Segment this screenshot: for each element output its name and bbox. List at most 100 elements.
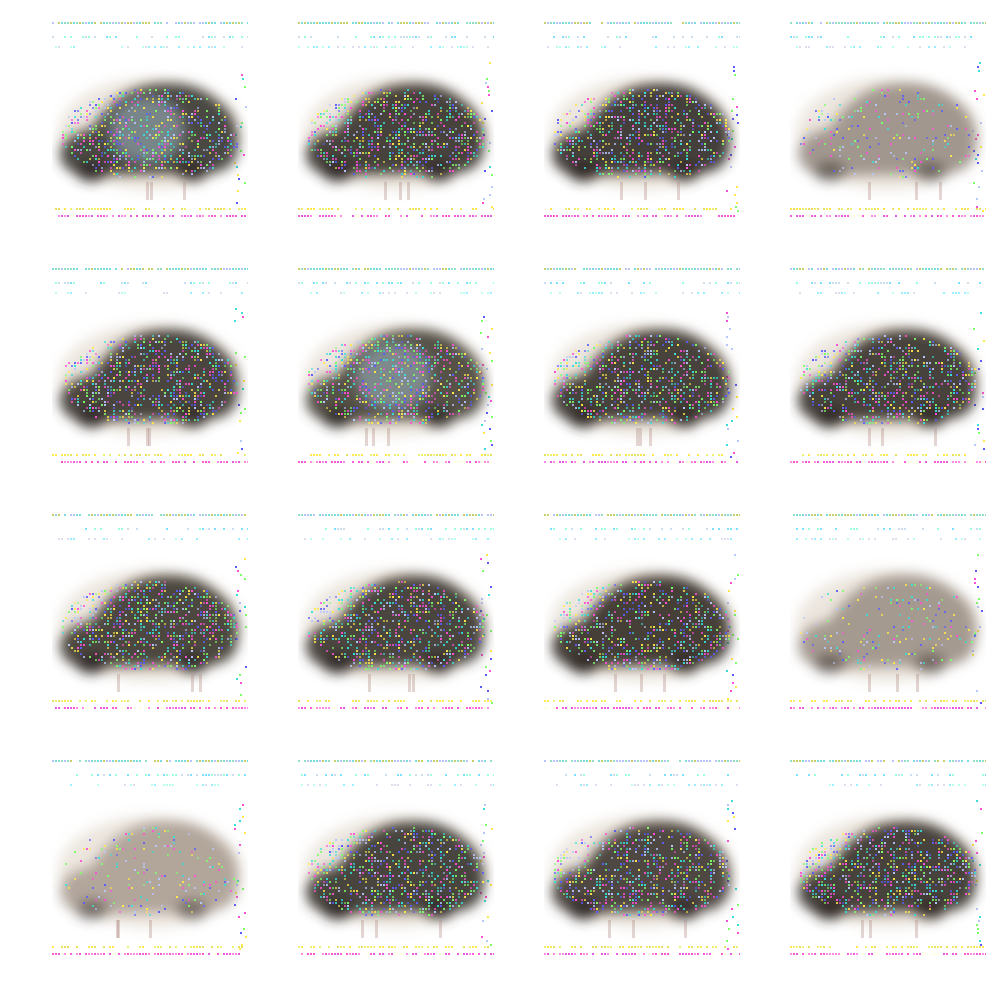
noise-pixel bbox=[950, 134, 952, 136]
noise-pixel bbox=[200, 386, 202, 388]
noise-pixel bbox=[815, 137, 817, 139]
noise-pixel bbox=[104, 341, 106, 343]
noise-pixel bbox=[92, 395, 94, 397]
noise-pixel bbox=[635, 104, 637, 106]
noise-pixel bbox=[428, 386, 430, 388]
noise-pixel bbox=[404, 98, 406, 100]
noise-pixel bbox=[464, 134, 466, 136]
noise-pixel bbox=[605, 374, 607, 376]
noise-pixel bbox=[713, 401, 715, 403]
noise-pixel bbox=[143, 92, 145, 94]
noise-pixel bbox=[406, 292, 408, 294]
noise-pixel bbox=[152, 377, 154, 379]
noise-pixel bbox=[416, 149, 418, 151]
noise-pixel bbox=[647, 107, 649, 109]
noise-pixel bbox=[335, 407, 337, 409]
noise-pixel bbox=[605, 383, 607, 385]
noise-pixel bbox=[662, 128, 664, 130]
noise-pixel bbox=[152, 98, 154, 100]
noise-pixel bbox=[359, 164, 361, 166]
noise-pixel bbox=[388, 215, 390, 217]
noise-pixel bbox=[680, 140, 682, 142]
noise-pixel bbox=[206, 116, 208, 118]
noise-pixel bbox=[460, 215, 462, 217]
noise-pixel bbox=[130, 461, 132, 463]
noise-pixel bbox=[371, 146, 373, 148]
noise-pixel bbox=[725, 383, 727, 385]
noise-pixel bbox=[611, 359, 613, 361]
smear-streak bbox=[407, 182, 410, 200]
noise-pixel bbox=[74, 131, 76, 133]
noise-pixel bbox=[134, 341, 136, 343]
noise-pixel bbox=[617, 92, 619, 94]
noise-pixel bbox=[119, 176, 121, 178]
noise-pixel bbox=[581, 140, 583, 142]
noise-pixel bbox=[611, 344, 613, 346]
noise-pixel bbox=[449, 413, 451, 415]
noise-pixel bbox=[620, 158, 622, 160]
noise-pixel bbox=[560, 125, 562, 127]
noise-pixel bbox=[197, 353, 199, 355]
noise-pixel bbox=[416, 161, 418, 163]
noise-pixel bbox=[200, 164, 202, 166]
noise-pixel bbox=[656, 386, 658, 388]
noise-pixel bbox=[341, 401, 343, 403]
noise-pixel bbox=[790, 36, 792, 38]
noise-pixel bbox=[605, 164, 607, 166]
noise-pixel bbox=[83, 134, 85, 136]
noise-pixel bbox=[379, 36, 381, 38]
noise-pixel bbox=[406, 22, 408, 24]
noise-pixel bbox=[121, 22, 123, 24]
noise-pixel bbox=[680, 377, 682, 379]
noise-pixel bbox=[130, 208, 132, 210]
noise-pixel bbox=[329, 353, 331, 355]
noise-pixel bbox=[470, 128, 472, 130]
noise-pixel bbox=[97, 208, 99, 210]
noise-pixel bbox=[976, 208, 978, 210]
noise-pixel bbox=[101, 122, 103, 124]
noise-pixel bbox=[380, 413, 382, 415]
noise-pixel bbox=[131, 137, 133, 139]
noise-pixel bbox=[638, 170, 640, 172]
noise-pixel bbox=[638, 395, 640, 397]
noise-pixel bbox=[164, 419, 166, 421]
noise-pixel bbox=[83, 137, 85, 139]
noise-pixel bbox=[940, 215, 942, 217]
noise-pixel bbox=[110, 95, 112, 97]
noise-pixel bbox=[194, 98, 196, 100]
noise-pixel bbox=[143, 419, 145, 421]
noise-pixel bbox=[713, 116, 715, 118]
noise-pixel bbox=[483, 316, 485, 318]
noise-pixel bbox=[86, 116, 88, 118]
noise-pixel bbox=[98, 158, 100, 160]
noise-pixel bbox=[329, 131, 331, 133]
noise-pixel bbox=[706, 36, 708, 38]
noise-pixel bbox=[914, 167, 916, 169]
generated-sample-tile bbox=[298, 22, 494, 218]
noise-pixel bbox=[632, 389, 634, 391]
noise-pixel bbox=[677, 119, 679, 121]
noise-pixel bbox=[722, 362, 724, 364]
noise-pixel bbox=[185, 341, 187, 343]
noise-pixel bbox=[401, 152, 403, 154]
noise-pixel bbox=[298, 268, 300, 270]
noise-pixel bbox=[365, 104, 367, 106]
noise-pixel bbox=[926, 110, 928, 112]
noise-pixel bbox=[821, 110, 823, 112]
noise-pixel bbox=[332, 131, 334, 133]
noise-pixel bbox=[952, 22, 954, 24]
noise-pixel bbox=[89, 350, 91, 352]
noise-pixel bbox=[625, 22, 627, 24]
noise-pixel bbox=[650, 377, 652, 379]
noise-pixel bbox=[361, 215, 363, 217]
noise-pixel bbox=[155, 350, 157, 352]
noise-pixel bbox=[221, 131, 223, 133]
noise-pixel bbox=[650, 125, 652, 127]
noise-pixel bbox=[374, 419, 376, 421]
noise-pixel bbox=[311, 134, 313, 136]
noise-pixel bbox=[356, 167, 358, 169]
noise-pixel bbox=[62, 134, 64, 136]
noise-pixel bbox=[319, 268, 321, 270]
noise-pixel bbox=[110, 146, 112, 148]
noise-pixel bbox=[413, 380, 415, 382]
